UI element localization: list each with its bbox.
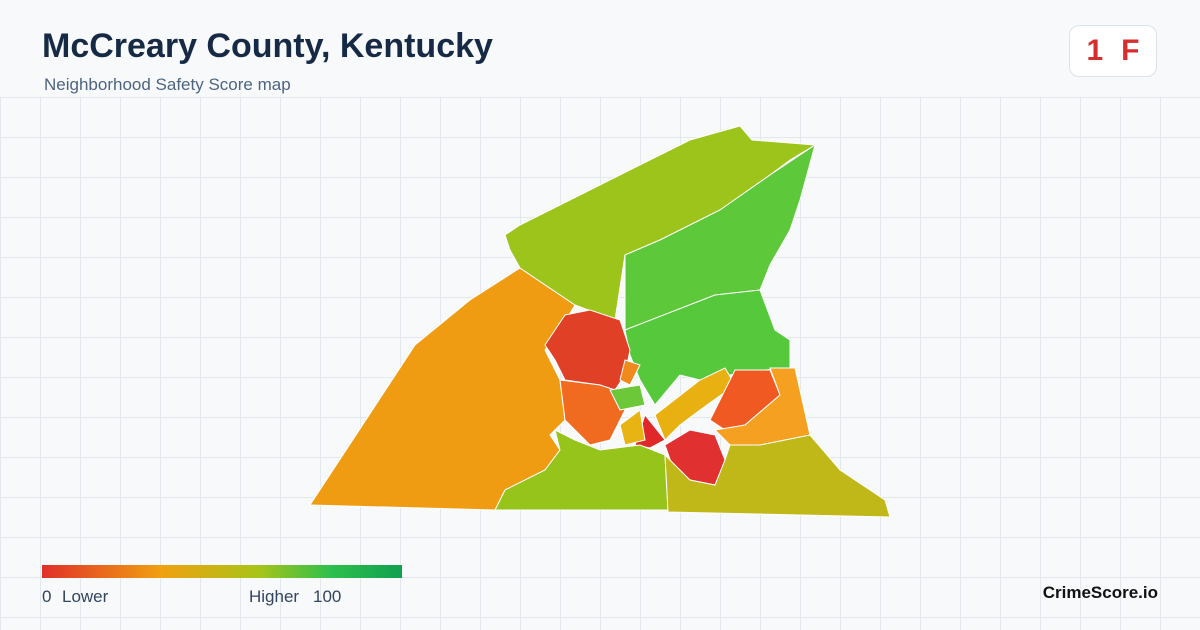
region (309, 267, 576, 511)
region (654, 367, 736, 441)
legend-min: 0 (42, 587, 52, 606)
subtitle: Neighborhood Safety Score map (44, 75, 291, 94)
legend-gradient (42, 565, 402, 578)
region (494, 429, 669, 511)
grade: F (1121, 34, 1140, 67)
title: McCreary County, Kentucky (42, 27, 493, 65)
region (559, 379, 626, 446)
score: 1 (1086, 34, 1104, 67)
score-badge: 1 F (1069, 25, 1157, 77)
region (664, 434, 891, 518)
legend-min-label: Lower (62, 587, 109, 606)
region (609, 384, 646, 411)
region (619, 409, 646, 446)
legend-max-label: Higher (249, 587, 300, 606)
region (619, 359, 641, 386)
legend-max: 100 (313, 587, 342, 606)
brand: CrimeScore.io (1042, 583, 1158, 602)
